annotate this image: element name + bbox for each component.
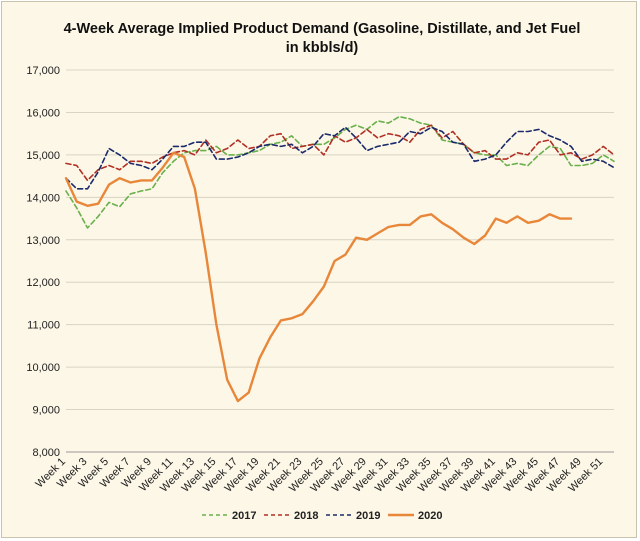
legend-label-2019: 2019 <box>356 510 380 522</box>
series-lines <box>64 115 615 403</box>
y-tick-label: 8,000 <box>32 447 60 459</box>
legend-label-2018: 2018 <box>294 510 318 522</box>
legend-label-2017: 2017 <box>232 510 256 522</box>
chart-title-line-2: in kbbls/d) <box>286 40 359 56</box>
series-line-2020 <box>64 151 573 403</box>
y-tick-label: 13,000 <box>26 235 60 247</box>
legend-label-2020: 2020 <box>418 510 442 522</box>
y-tick-label: 12,000 <box>26 277 60 289</box>
gridlines <box>66 69 614 453</box>
y-tick-label: 16,000 <box>26 107 60 119</box>
series-line-2017 <box>65 115 615 229</box>
series-line-2018 <box>65 124 615 182</box>
series-line-2019 <box>65 126 615 190</box>
y-tick-label: 9,000 <box>32 405 60 417</box>
y-axis-tick-labels: 8,000 9,000 10,000 11,000 12,000 13,000 14,000… <box>26 65 60 459</box>
y-tick-label: 11,000 <box>27 320 60 332</box>
y-tick-label: 15,000 <box>26 150 60 162</box>
y-tick-label: 17,000 <box>26 65 60 77</box>
legend: 2017 2018 2019 2020 <box>202 510 442 522</box>
chart-title-line-1: 4-Week Average Implied Product Demand (G… <box>64 21 581 37</box>
y-tick-label: 14,000 <box>26 192 60 204</box>
y-tick-label: 10,000 <box>26 362 60 374</box>
